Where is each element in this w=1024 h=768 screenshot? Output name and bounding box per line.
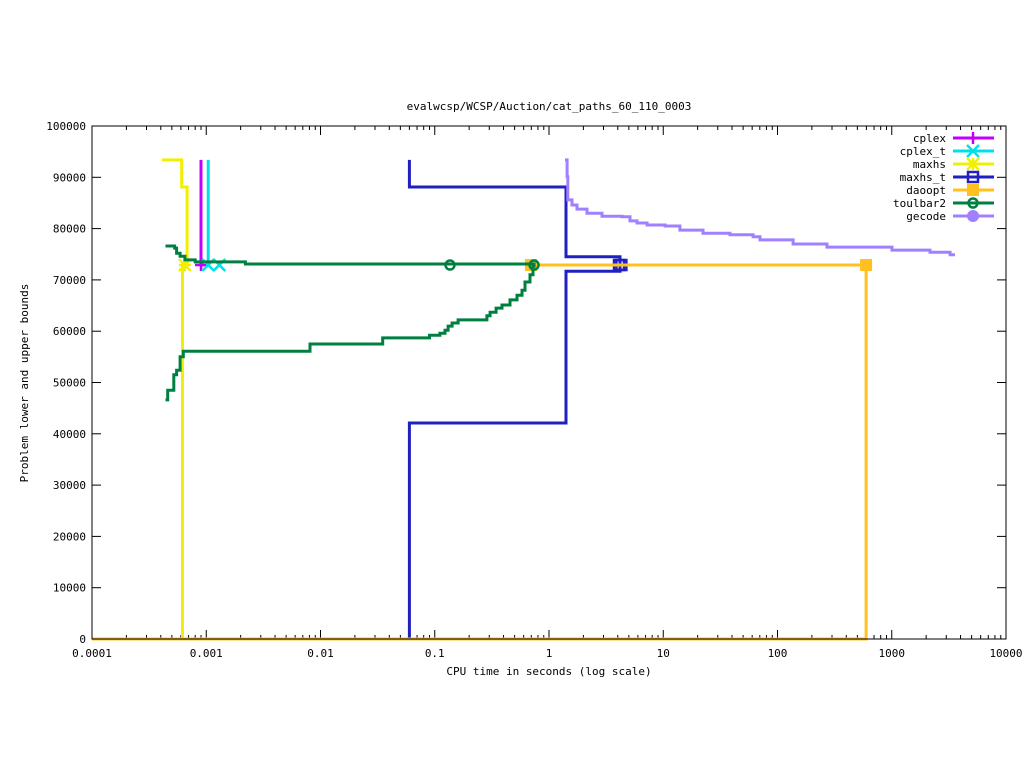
y-tick-label: 20000: [53, 530, 86, 543]
legend-label: toulbar2: [893, 197, 946, 210]
data-point: [966, 170, 980, 184]
series-layer: [92, 158, 955, 641]
y-tick-label: 0: [79, 633, 86, 646]
series-line: [407, 159, 622, 265]
data-point: [860, 259, 873, 272]
series-line: [565, 158, 955, 257]
legend-label: daoopt: [906, 184, 946, 197]
y-tick-label: 40000: [53, 428, 86, 441]
legend-item: cplex: [913, 132, 994, 145]
x-tick-label: 1: [546, 647, 553, 660]
legend: cplexcplex_tmaxhsmaxhs_tdaoopttoulbar2ge…: [893, 132, 994, 223]
x-tick-label: 100: [768, 647, 788, 660]
data-point: [967, 132, 979, 144]
y-tick-label: 100000: [46, 120, 86, 133]
series-cplex_t: [201, 159, 227, 272]
data-point: [528, 259, 540, 271]
legend-item: cplex_t: [900, 144, 994, 158]
legend-item: daoopt: [906, 184, 994, 197]
data-point: [966, 157, 980, 171]
y-tick-label: 50000: [53, 377, 86, 390]
data-point: [966, 144, 980, 158]
series-toulbar2: [165, 244, 540, 402]
series-gecode: [565, 158, 955, 257]
legend-item: maxhs_t: [900, 170, 994, 184]
legend-item: gecode: [906, 210, 994, 223]
data-point: [967, 184, 979, 196]
y-tick-label: 80000: [53, 223, 86, 236]
legend-label: maxhs_t: [900, 171, 946, 184]
y-tick-label: 60000: [53, 325, 86, 338]
data-point: [444, 259, 456, 271]
y-axis-label: Problem lower and upper bounds: [18, 284, 31, 483]
x-tick-label: 0.001: [190, 647, 223, 660]
axis-ticks: 0.0001 0.001 0.01 0.1 1 10 100 1000 100000100002…: [46, 120, 1022, 660]
legend-label: cplex_t: [900, 145, 946, 158]
x-tick-label: 0.0001: [72, 647, 112, 660]
legend-item: maxhs: [913, 157, 994, 171]
x-tick-label: 0.01: [307, 647, 334, 660]
chart-title: evalwcsp/WCSP/Auction/cat_paths_60_110_0…: [407, 100, 692, 113]
series-line: [165, 244, 536, 266]
x-tick-label: 1000: [879, 647, 906, 660]
y-tick-label: 30000: [53, 479, 86, 492]
y-tick-label: 90000: [53, 171, 86, 184]
x-tick-label: 0.1: [425, 647, 445, 660]
series-line: [165, 264, 536, 402]
y-tick-label: 70000: [53, 274, 86, 287]
x-tick-label: 10: [657, 647, 670, 660]
y-tick-label: 10000: [53, 582, 86, 595]
series-cplex: [195, 159, 208, 272]
series-line: [407, 265, 622, 639]
legend-label: cplex: [913, 132, 946, 145]
data-point: [967, 210, 979, 222]
x-tick-label: 10000: [989, 647, 1022, 660]
x-axis-label: CPU time in seconds (log scale): [446, 665, 651, 678]
legend-label: maxhs: [913, 158, 946, 171]
legend-label: gecode: [906, 210, 946, 223]
series-maxhs_t: [407, 159, 628, 639]
data-point: [967, 197, 979, 209]
plot-frame: [91, 125, 1007, 640]
legend-item: toulbar2: [893, 197, 994, 210]
series-line: [162, 158, 189, 265]
series-line: [199, 159, 204, 267]
series-daoopt: [92, 259, 873, 641]
